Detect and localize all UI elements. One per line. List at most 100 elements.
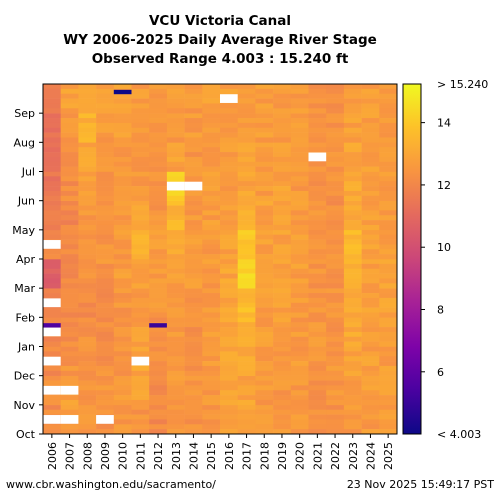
heatmap-band bbox=[78, 283, 97, 289]
heatmap-band bbox=[184, 103, 203, 109]
missing-data-gap bbox=[43, 415, 61, 424]
heatmap-band bbox=[343, 283, 362, 289]
heatmap-band bbox=[255, 142, 274, 148]
heatmap-band bbox=[149, 118, 168, 124]
heatmap-cell-2021-Nov bbox=[308, 375, 327, 406]
heatmap-band bbox=[184, 336, 203, 342]
heatmap-band bbox=[149, 156, 168, 163]
heatmap-band bbox=[343, 142, 362, 148]
heatmap-band bbox=[379, 419, 398, 425]
heatmap-band bbox=[308, 118, 327, 124]
heatmap-band bbox=[308, 322, 327, 328]
heatmap-band bbox=[113, 293, 132, 299]
heatmap-cell-2007-Jun bbox=[60, 171, 79, 201]
heatmap-band bbox=[273, 249, 292, 255]
heatmap-band bbox=[149, 317, 168, 323]
heatmap-band bbox=[149, 283, 168, 289]
heatmap-band bbox=[237, 118, 256, 124]
heatmap-band bbox=[131, 293, 150, 299]
heatmap-band bbox=[149, 254, 168, 260]
heatmap-band bbox=[113, 93, 132, 99]
x-tick-label: 2008 bbox=[81, 442, 94, 470]
heatmap-band bbox=[308, 361, 327, 367]
heatmap-band bbox=[78, 103, 97, 109]
heatmap-band bbox=[166, 210, 185, 216]
heatmap-band bbox=[96, 259, 115, 265]
heatmap-band bbox=[202, 122, 221, 129]
heatmap-band bbox=[273, 152, 292, 158]
heatmap-band bbox=[237, 331, 256, 338]
heatmap-cell-2023-Mar bbox=[343, 259, 362, 289]
heatmap-band bbox=[220, 288, 238, 294]
heatmap-band bbox=[60, 317, 79, 323]
heatmap-band bbox=[255, 297, 274, 304]
heatmap-band bbox=[290, 239, 309, 245]
heatmap-band bbox=[255, 249, 274, 255]
heatmap-band bbox=[290, 307, 309, 313]
heatmap-band bbox=[131, 210, 150, 216]
x-tick-label: 2016 bbox=[223, 442, 236, 470]
heatmap-band bbox=[78, 156, 97, 163]
heatmap-cell-2023-Jun bbox=[343, 171, 362, 201]
heatmap-band bbox=[113, 399, 132, 406]
heatmap-band bbox=[166, 190, 185, 197]
heatmap-band bbox=[273, 375, 292, 381]
heatmap-band bbox=[343, 419, 362, 425]
heatmap-band bbox=[60, 108, 79, 114]
heatmap-band bbox=[343, 176, 362, 182]
heatmap-band bbox=[96, 229, 115, 235]
heatmap-cell-2008-Dec bbox=[78, 346, 97, 376]
heatmap-band bbox=[273, 224, 292, 231]
heatmap-cell-2013-Apr bbox=[166, 229, 185, 260]
heatmap-cell-2008-Mar bbox=[78, 259, 97, 289]
heatmap-band bbox=[361, 273, 380, 279]
heatmap-band bbox=[149, 293, 168, 299]
source-url[interactable]: www.cbr.washington.edu/sacramento/ bbox=[6, 478, 216, 491]
heatmap-band bbox=[131, 365, 150, 372]
heatmap-cell-2020-Dec bbox=[290, 346, 309, 376]
heatmap-band bbox=[149, 399, 168, 406]
heatmap-cell-2008-Sep bbox=[78, 84, 97, 114]
heatmap-band bbox=[113, 176, 132, 182]
heatmap-band bbox=[131, 390, 150, 396]
x-tick-label: 2017 bbox=[241, 442, 254, 470]
heatmap-cell-2010-Oct bbox=[113, 404, 132, 435]
heatmap-cell-2013-Feb bbox=[166, 288, 185, 318]
heatmap-band bbox=[220, 224, 238, 231]
heatmap-band bbox=[379, 137, 398, 143]
heatmap-band bbox=[96, 142, 115, 148]
heatmap-band bbox=[343, 312, 362, 318]
heatmap-band bbox=[220, 365, 238, 372]
heatmap-cell-2015-Dec bbox=[202, 346, 221, 376]
heatmap-band bbox=[220, 414, 238, 420]
missing-data-gap bbox=[308, 152, 327, 162]
heatmap-band bbox=[343, 254, 362, 260]
heatmap-band bbox=[131, 263, 150, 270]
heatmap-band bbox=[361, 108, 380, 114]
heatmap-band bbox=[149, 312, 168, 318]
heatmap-band bbox=[220, 395, 238, 401]
heatmap-band bbox=[78, 331, 97, 338]
heatmap-cell-2019-Jul bbox=[273, 142, 292, 172]
heatmap-band bbox=[60, 181, 79, 187]
heatmap-cell-2008-Jun bbox=[78, 171, 97, 201]
heatmap-cell-2006-May bbox=[43, 200, 61, 231]
heatmap-band bbox=[131, 331, 150, 338]
heatmap-band bbox=[166, 239, 185, 245]
heatmap-band bbox=[96, 234, 115, 240]
heatmap-band bbox=[149, 370, 168, 376]
heatmap-band bbox=[149, 132, 168, 138]
heatmap-band bbox=[255, 336, 274, 342]
heatmap-band bbox=[237, 409, 256, 415]
heatmap-band bbox=[43, 370, 61, 376]
heatmap-cell-2014-Oct bbox=[184, 404, 203, 435]
heatmap-band bbox=[60, 88, 79, 95]
heatmap-band bbox=[290, 414, 309, 420]
heatmap-band bbox=[326, 278, 345, 284]
heatmap-band bbox=[273, 297, 292, 304]
heatmap-band bbox=[255, 356, 274, 362]
heatmap-band bbox=[184, 220, 203, 226]
heatmap-cell-2020-Oct bbox=[290, 404, 309, 435]
heatmap-band bbox=[96, 317, 115, 323]
heatmap-band bbox=[78, 176, 97, 182]
